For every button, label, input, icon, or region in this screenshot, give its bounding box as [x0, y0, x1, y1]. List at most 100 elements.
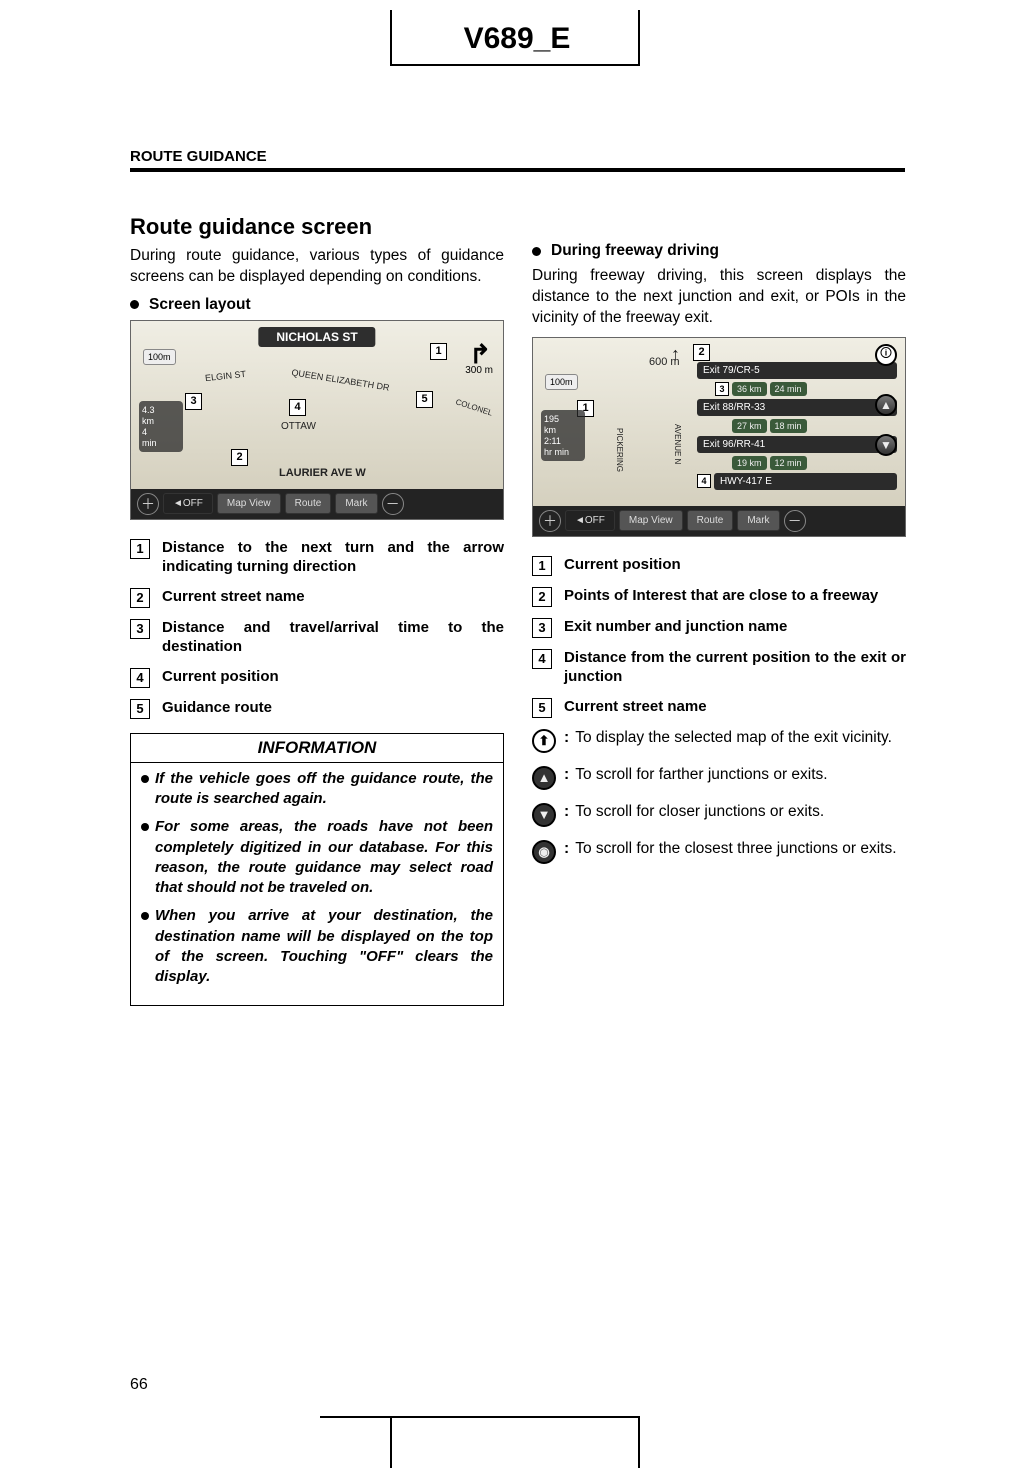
turn-arrow-icon: ↑ [671, 344, 680, 365]
scroll-down-icon: ▼ [532, 803, 556, 827]
street-label: PICKERING [615, 428, 624, 472]
top-street-bar: NICHOLAS ST [258, 327, 375, 347]
turn-distance: 300 m [465, 365, 493, 376]
eta-strip: 195 km 2:11 hr min [541, 410, 585, 461]
freeway-intro: During freeway driving, this screen disp… [532, 266, 906, 329]
legend-item: 5 Current street name [532, 697, 906, 718]
legend-item: 3Exit number and junction name [532, 617, 906, 638]
zoom-out-icon[interactable]: － [382, 493, 404, 515]
street-label: ELGIN ST [205, 369, 247, 383]
info-text: If the vehicle goes off the guidance rou… [155, 769, 493, 810]
legend-list-right: 1Current position 2 Points of Interest th… [532, 555, 906, 718]
street-label: OTTAW [281, 421, 316, 432]
section-header: ROUTE GUIDANCE [130, 148, 905, 172]
screen-layout-heading: Screen layout [130, 296, 504, 314]
off-button[interactable]: ◄OFF [163, 493, 213, 514]
eta-time: 2:11 [544, 436, 582, 446]
zoom-in-icon[interactable]: ＋ [539, 510, 561, 532]
scroll-up-icon: ▲ [532, 766, 556, 790]
eta-dist-unit: km [142, 416, 180, 426]
bullet-icon [130, 300, 139, 309]
callout-3: 3 [185, 393, 202, 410]
callout-4: 4 [697, 474, 711, 488]
legend-number: 4 [130, 668, 150, 688]
scroll-up-icon[interactable]: ▲ [875, 394, 897, 416]
callout-4: 4 [289, 399, 306, 416]
legend-item: 3Distance and travel/arrival time to the… [130, 618, 504, 657]
exit-row: 4 HWY-417 E [697, 473, 897, 490]
eta-dist: 4.3 [142, 405, 180, 415]
bullet-label: During freeway driving [551, 242, 719, 260]
exit-list: Exit 79/CR-5 3 36 km 24 min Exit 88/RR-3… [697, 362, 897, 493]
eta-time: 4 [142, 427, 180, 437]
bullet-label: Screen layout [149, 296, 251, 314]
exit-distance: 36 km [732, 382, 767, 396]
zoom-label: 100m [545, 374, 578, 390]
right-column: During freeway driving During freeway dr… [532, 214, 906, 1006]
exit-sub: 27 km 18 min [697, 419, 897, 433]
exit-row: Exit 96/RR-41 [697, 436, 897, 453]
page-title: Route guidance screen [130, 214, 504, 240]
eta-time-unit: min [142, 438, 180, 448]
bottom-toolbar: ＋ ◄OFF Map View Route Mark － [533, 506, 905, 536]
exit-time: 24 min [770, 382, 807, 396]
map-view-button[interactable]: Map View [619, 510, 683, 531]
eta-dist-unit: km [544, 425, 582, 435]
legend-item: 5Guidance route [130, 698, 504, 719]
mark-button[interactable]: Mark [737, 510, 779, 531]
legend-number: 3 [130, 619, 150, 639]
off-button[interactable]: ◄OFF [565, 510, 615, 531]
legend-number: 2 [532, 587, 552, 607]
page-number: 66 [130, 1376, 148, 1394]
zoom-label: 100m [143, 349, 176, 365]
zoom-out-icon[interactable]: － [784, 510, 806, 532]
route-button[interactable]: Route [285, 493, 332, 514]
eta-time-unit: hr min [544, 447, 582, 457]
legend-number: 4 [532, 649, 552, 669]
street-label: QUEEN ELIZABETH DR [291, 367, 390, 392]
street-label: AVENUE N [673, 424, 682, 464]
bottom-street-label: LAURIER AVE W [279, 467, 366, 479]
legend-item: 2 Points of Interest that are close to a … [532, 586, 906, 607]
legend-item: 2Current street name [130, 587, 504, 608]
icon-text: : To display the selected map of the exi… [564, 728, 892, 753]
icon-text: : To scroll for closer junctions or exit… [564, 802, 824, 827]
legend-item: 4Distance from the current position to t… [532, 648, 906, 687]
information-box: INFORMATION If the vehicle goes off the … [130, 733, 504, 1007]
callout-1: 1 [430, 343, 447, 360]
eta-dist: 195 [544, 414, 582, 424]
mark-button[interactable]: Mark [335, 493, 377, 514]
legend-text: Current position [162, 667, 279, 688]
exit-row: Exit 79/CR-5 [697, 362, 897, 379]
exit-name: Exit 79/CR-5 [697, 362, 897, 379]
map-display-icon: ⬆ [532, 729, 556, 753]
info-circle-icon[interactable]: 🛈 [875, 344, 897, 366]
callout-3: 3 [715, 382, 729, 396]
legend-number: 5 [130, 699, 150, 719]
map-view-button[interactable]: Map View [217, 493, 281, 514]
content-area: ROUTE GUIDANCE Route guidance screen Dur… [130, 148, 905, 1006]
route-button[interactable]: Route [687, 510, 734, 531]
legend-number: 1 [532, 556, 552, 576]
info-item: When you arrive at your destination, the… [141, 906, 493, 987]
exit-row: Exit 88/RR-33 [697, 399, 897, 416]
eta-strip: 4.3 km 4 min [139, 401, 183, 452]
icon-legend-item: ▲ : To scroll for farther junctions or e… [532, 765, 906, 790]
exit-name: HWY-417 E [714, 473, 897, 490]
legend-item: 1Current position [532, 555, 906, 576]
scroll-down-icon[interactable]: ▼ [875, 434, 897, 456]
legend-text: Current street name [564, 697, 707, 718]
street-label: COLONEL [454, 397, 493, 417]
scroll-closest-icon: ◉ [532, 840, 556, 864]
nav-screenshot-freeway: 100m 600 m ↑ 1 2 195 km 2:11 hr min PICK… [532, 337, 906, 537]
intro-text: During route guidance, various types of … [130, 246, 504, 288]
nav-screenshot-layout: NICHOLAS ST 100m ↱ 300 m 1 2 3 4 5 ELGIN… [130, 320, 504, 520]
bullet-icon [141, 823, 149, 831]
legend-text: Points of Interest that are close to a f… [564, 586, 878, 607]
legend-number: 2 [130, 588, 150, 608]
legend-number: 5 [532, 698, 552, 718]
info-text: For some areas, the roads have not been … [155, 817, 493, 898]
exit-time: 18 min [770, 419, 807, 433]
zoom-in-icon[interactable]: ＋ [137, 493, 159, 515]
icon-text: : To scroll for farther junctions or exi… [564, 765, 828, 790]
